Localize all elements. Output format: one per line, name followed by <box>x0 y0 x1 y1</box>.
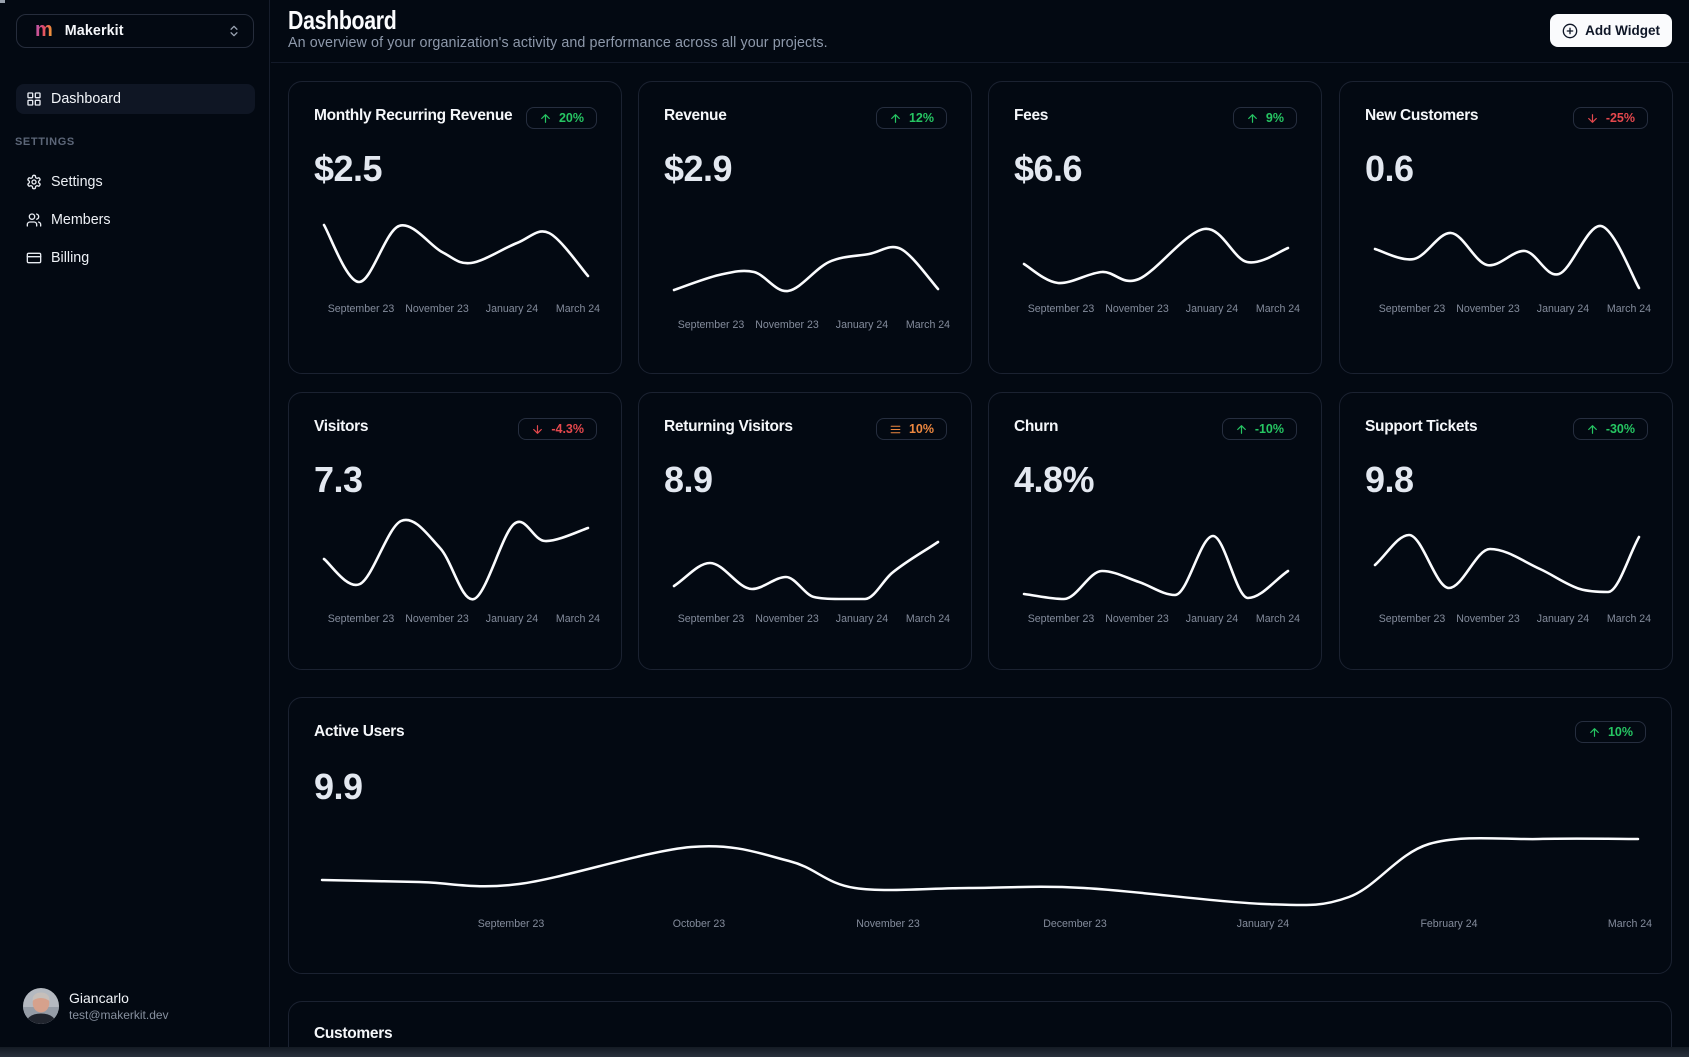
svg-text:September 23: September 23 <box>678 613 745 625</box>
svg-text:November 23: November 23 <box>1456 303 1520 315</box>
svg-text:March 24: March 24 <box>1608 918 1652 930</box>
svg-text:March 24: March 24 <box>906 319 950 331</box>
svg-text:November 23: November 23 <box>755 613 819 625</box>
svg-text:March 24: March 24 <box>556 613 600 625</box>
svg-text:September 23: September 23 <box>328 613 395 625</box>
svg-text:March 24: March 24 <box>556 303 600 315</box>
svg-text:November 23: November 23 <box>405 303 469 315</box>
svg-text:November 23: November 23 <box>405 613 469 625</box>
svg-text:November 23: November 23 <box>755 319 819 331</box>
svg-text:November 23: November 23 <box>1105 303 1169 315</box>
svg-text:January 24: January 24 <box>1537 303 1590 315</box>
svg-text:September 23: September 23 <box>328 303 395 315</box>
svg-text:January 24: January 24 <box>1186 613 1239 625</box>
svg-text:September 23: September 23 <box>1028 303 1095 315</box>
svg-text:November 23: November 23 <box>1456 613 1520 625</box>
svg-text:January 24: January 24 <box>486 613 539 625</box>
svg-text:September 23: September 23 <box>1379 303 1446 315</box>
svg-text:January 24: January 24 <box>836 319 889 331</box>
svg-text:January 24: January 24 <box>1186 303 1239 315</box>
svg-text:March 24: March 24 <box>1607 303 1651 315</box>
svg-text:January 24: January 24 <box>1237 918 1290 930</box>
svg-text:December 23: December 23 <box>1043 918 1107 930</box>
svg-text:March 24: March 24 <box>1256 613 1300 625</box>
svg-text:January 24: January 24 <box>1537 613 1590 625</box>
svg-text:January 24: January 24 <box>486 303 539 315</box>
svg-text:January 24: January 24 <box>836 613 889 625</box>
svg-text:March 24: March 24 <box>906 613 950 625</box>
svg-text:March 24: March 24 <box>1256 303 1300 315</box>
svg-text:November 23: November 23 <box>856 918 920 930</box>
svg-text:September 23: September 23 <box>1379 613 1446 625</box>
svg-text:September 23: September 23 <box>678 319 745 331</box>
svg-text:November 23: November 23 <box>1105 613 1169 625</box>
svg-text:September 23: September 23 <box>478 918 545 930</box>
svg-text:September 23: September 23 <box>1028 613 1095 625</box>
svg-text:March 24: March 24 <box>1607 613 1651 625</box>
svg-text:October 23: October 23 <box>673 918 726 930</box>
svg-text:February 24: February 24 <box>1420 918 1477 930</box>
